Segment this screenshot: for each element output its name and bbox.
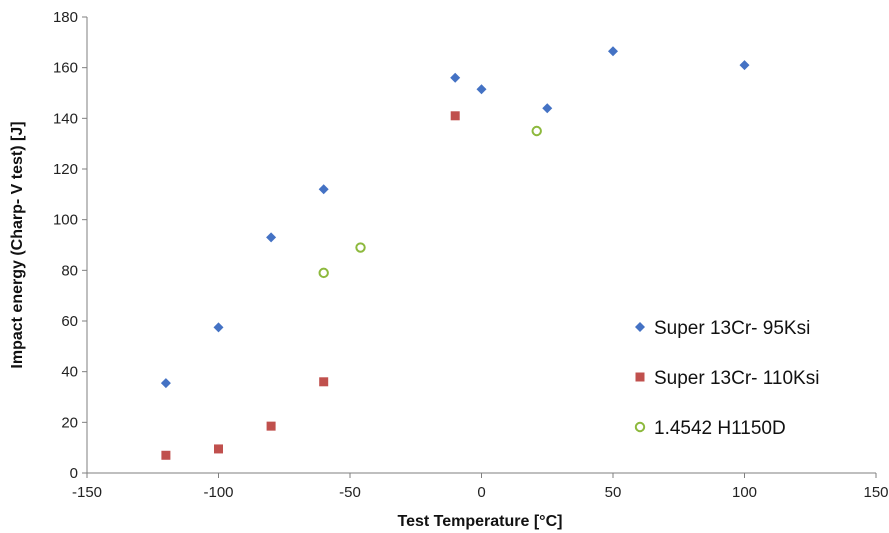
x-tick-label: -100: [203, 484, 233, 501]
data-point: [318, 267, 329, 279]
data-point: [160, 378, 171, 389]
legend-label: Super 13Cr- 95Ksi: [654, 318, 810, 339]
series-0: [160, 46, 750, 389]
y-tick-label: 180: [53, 9, 78, 26]
x-axis: -150 -100 -50 0 50 100 150: [72, 472, 889, 501]
y-tick-label: 60: [61, 313, 78, 330]
data-point: [450, 111, 460, 121]
data-point: [608, 46, 618, 57]
x-tick-label: 50: [605, 484, 622, 501]
y-tick-label: 0: [70, 465, 78, 482]
y-tick-label: 100: [53, 212, 78, 229]
y-axis: 0 20 40 60 80 100 120 140 160 180: [53, 9, 88, 482]
data-point: [214, 444, 223, 454]
data-point: [355, 242, 366, 253]
y-tick-label: 20: [61, 414, 78, 431]
x-tick-label: 150: [863, 484, 888, 501]
data-point: [531, 125, 542, 137]
x-axis-title: Test Temperature [°C]: [398, 513, 563, 530]
data-point: [319, 377, 329, 387]
legend-marker: [635, 372, 645, 382]
data-point: [450, 72, 461, 83]
y-tick-label: 140: [53, 110, 78, 127]
y-tick-label: 80: [61, 262, 78, 279]
data-point: [542, 103, 553, 114]
y-axis-title: Impact energy (Charp- V test) [J]: [9, 121, 26, 368]
x-tick-label: -150: [72, 484, 102, 501]
data-point: [266, 232, 277, 243]
series-1: [161, 111, 460, 460]
legend-marker: [635, 322, 645, 332]
data-point: [318, 184, 329, 195]
legend-entry-0: Super 13Cr- 95Ksi: [635, 318, 810, 339]
x-tick-label: 0: [477, 484, 485, 501]
legend-entry-1: Super 13Cr- 110Ksi: [635, 368, 819, 389]
legend-entry-2: 1.4542 H1150D: [634, 418, 786, 439]
data-point: [213, 322, 224, 333]
data-point: [476, 84, 487, 95]
data-point: [739, 60, 750, 71]
y-tick-label: 120: [53, 161, 78, 178]
data-point: [161, 450, 171, 460]
legend-marker: [634, 421, 646, 433]
legend-label: 1.4542 H1150D: [654, 418, 786, 439]
plot-area: [160, 46, 750, 460]
series-2: [318, 125, 542, 279]
y-tick-label: 160: [53, 60, 78, 77]
legend-label: Super 13Cr- 110Ksi: [654, 368, 819, 389]
legend: Super 13Cr- 95Ksi Super 13Cr- 110Ksi 1.454…: [634, 318, 819, 439]
x-tick-label: -50: [339, 484, 361, 501]
data-point: [266, 421, 276, 431]
x-tick-label: 100: [732, 484, 757, 501]
y-tick-label: 40: [61, 364, 78, 381]
